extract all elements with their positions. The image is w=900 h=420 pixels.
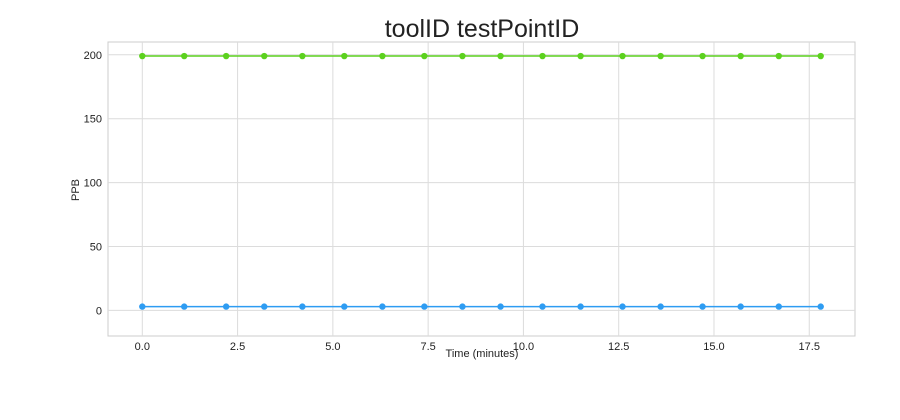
data-point: [261, 303, 268, 310]
data-point: [817, 52, 824, 60]
data-point: [139, 303, 146, 310]
data-point: [497, 303, 504, 310]
grid-lines: [108, 42, 855, 336]
data-point: [619, 303, 626, 310]
x-tick-label: 2.5: [230, 341, 245, 353]
data-point: [775, 303, 782, 310]
data-point: [577, 52, 584, 60]
data-point: [379, 303, 386, 310]
data-point: [459, 303, 466, 310]
data-point: [139, 52, 146, 60]
y-tick-label: 100: [84, 178, 102, 190]
data-point: [299, 52, 306, 60]
x-axis-label: Time (minutes): [446, 348, 519, 360]
data-point: [421, 52, 428, 60]
data-point: [737, 303, 744, 310]
data-point: [421, 303, 428, 310]
data-point: [539, 52, 546, 60]
data-point: [459, 52, 466, 60]
data-point: [817, 303, 824, 310]
data-point: [497, 52, 504, 60]
data-point: [181, 52, 188, 60]
plot-area: [107, 41, 856, 337]
x-tick-label: 12.5: [608, 341, 629, 353]
x-tick-label: 17.5: [799, 341, 820, 353]
y-tick-label: 50: [90, 242, 102, 254]
x-tick-label: 0.0: [135, 341, 150, 353]
x-tick-label: 15.0: [703, 341, 724, 353]
data-point: [261, 52, 268, 60]
data-point: [577, 303, 584, 310]
data-point: [379, 52, 386, 60]
series-1: [139, 52, 824, 60]
data-point: [699, 303, 706, 310]
data-point: [699, 52, 706, 60]
data-point: [181, 303, 188, 310]
data-point: [222, 303, 230, 310]
data-point: [222, 52, 230, 60]
data-point: [341, 52, 348, 60]
y-axis-label: PPB: [70, 179, 82, 201]
data-point: [299, 303, 306, 310]
data-point: [341, 303, 348, 310]
data-point: [657, 303, 664, 310]
tick-labels: 0.0 2.5 5.0 7.5 10.0 12.5 15.0 17.5 0 50 100 150 200: [84, 50, 820, 353]
y-tick-label: 200: [84, 50, 102, 62]
series-layer: [139, 52, 824, 310]
x-tick-label: 7.5: [420, 341, 435, 353]
series-2: [139, 303, 824, 310]
data-point: [539, 303, 546, 310]
chart-title: toolID testPointID: [385, 15, 580, 43]
data-point: [657, 52, 664, 60]
data-point: [619, 52, 626, 60]
data-point: [737, 52, 744, 60]
y-tick-label: 0: [96, 305, 102, 317]
y-tick-label: 150: [84, 114, 102, 126]
x-tick-label: 10.0: [513, 341, 534, 353]
data-point: [775, 52, 782, 60]
x-tick-label: 5.0: [325, 341, 340, 353]
